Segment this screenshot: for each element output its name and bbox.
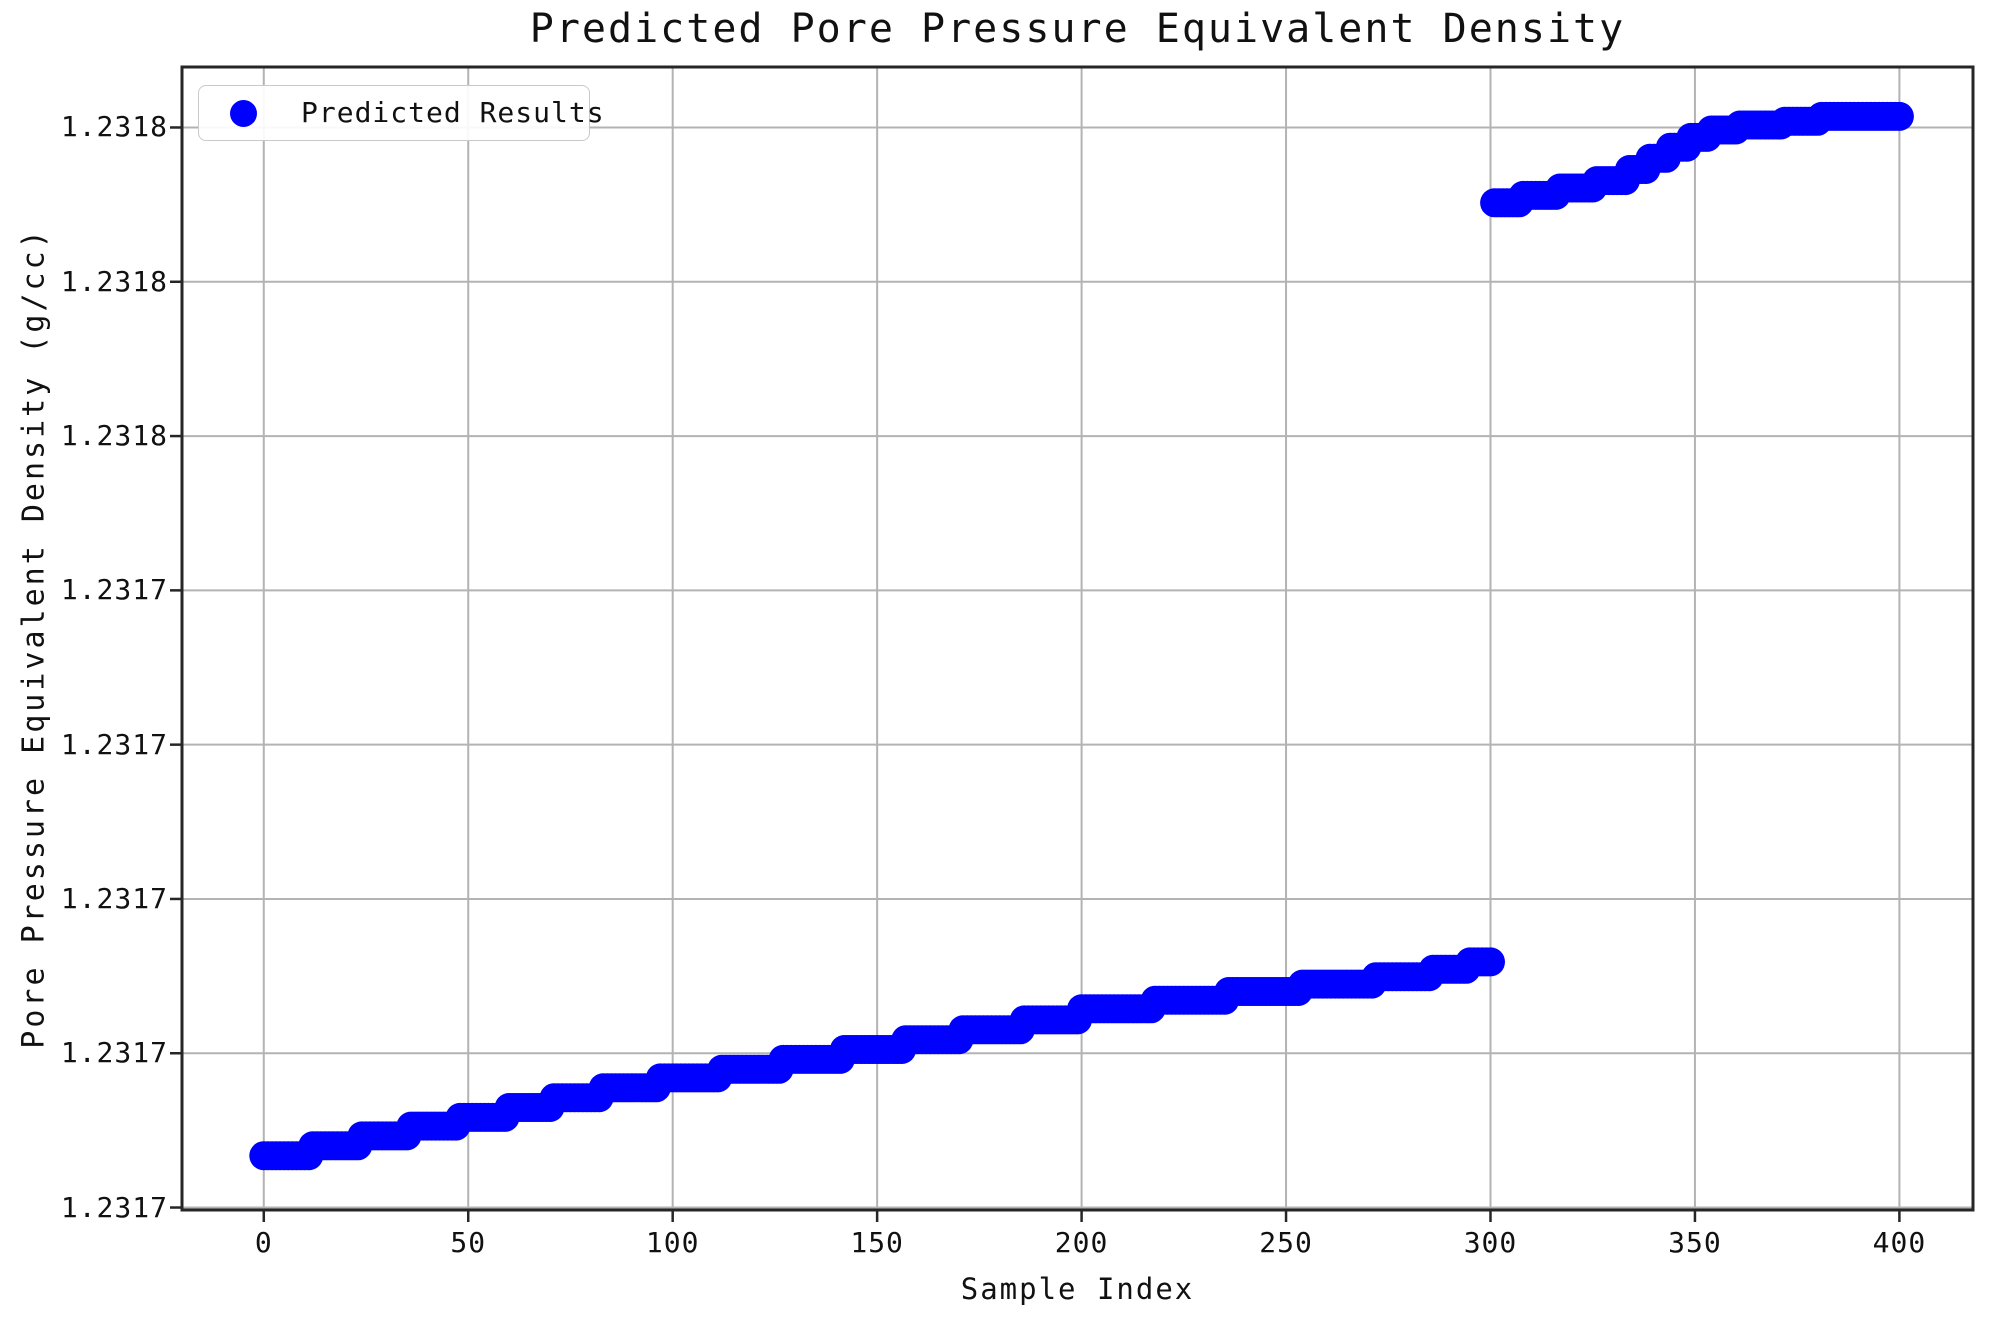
- y-tick-label: 1.2317: [60, 727, 168, 761]
- grid-layer: [182, 67, 1973, 1210]
- y-tick-label: 1.2317: [60, 1190, 168, 1224]
- scatter-series-predicted-results: [249, 101, 1914, 1171]
- legend: Predicted Results: [198, 85, 604, 141]
- x-tick-label: 350: [1668, 1226, 1722, 1259]
- x-tick-label: 0: [254, 1226, 273, 1259]
- y-axis-label: Pore Pressure Equivalent Density (g/cc): [16, 227, 52, 1049]
- y-tick-label: 1.2318: [60, 419, 168, 453]
- y-tick-label: 1.2317: [60, 1036, 168, 1070]
- axis-tick-marks: [170, 126, 1901, 1222]
- y-tick-label: 1.2318: [60, 110, 168, 144]
- x-tick-label: 200: [1054, 1226, 1109, 1259]
- x-tick-label: 150: [850, 1226, 904, 1259]
- y-tick-label: 1.2317: [60, 573, 168, 607]
- x-tick-label: 50: [450, 1226, 487, 1259]
- x-axis-label: Sample Index: [960, 1272, 1195, 1306]
- legend-label: Predicted Results: [301, 96, 605, 129]
- chart-title: Predicted Pore Pressure Equivalent Densi…: [529, 6, 1626, 52]
- x-tick-label: 300: [1463, 1226, 1518, 1259]
- x-tick-label: 250: [1259, 1226, 1313, 1259]
- y-tick-label: 1.2317: [60, 881, 168, 915]
- x-tick-label: 100: [645, 1226, 700, 1259]
- plot-border-spines: [180, 65, 1975, 1212]
- y-tick-label: 1.2318: [60, 264, 168, 298]
- x-tick-label: 400: [1872, 1226, 1927, 1259]
- legend-circle-marker-icon: [230, 100, 257, 127]
